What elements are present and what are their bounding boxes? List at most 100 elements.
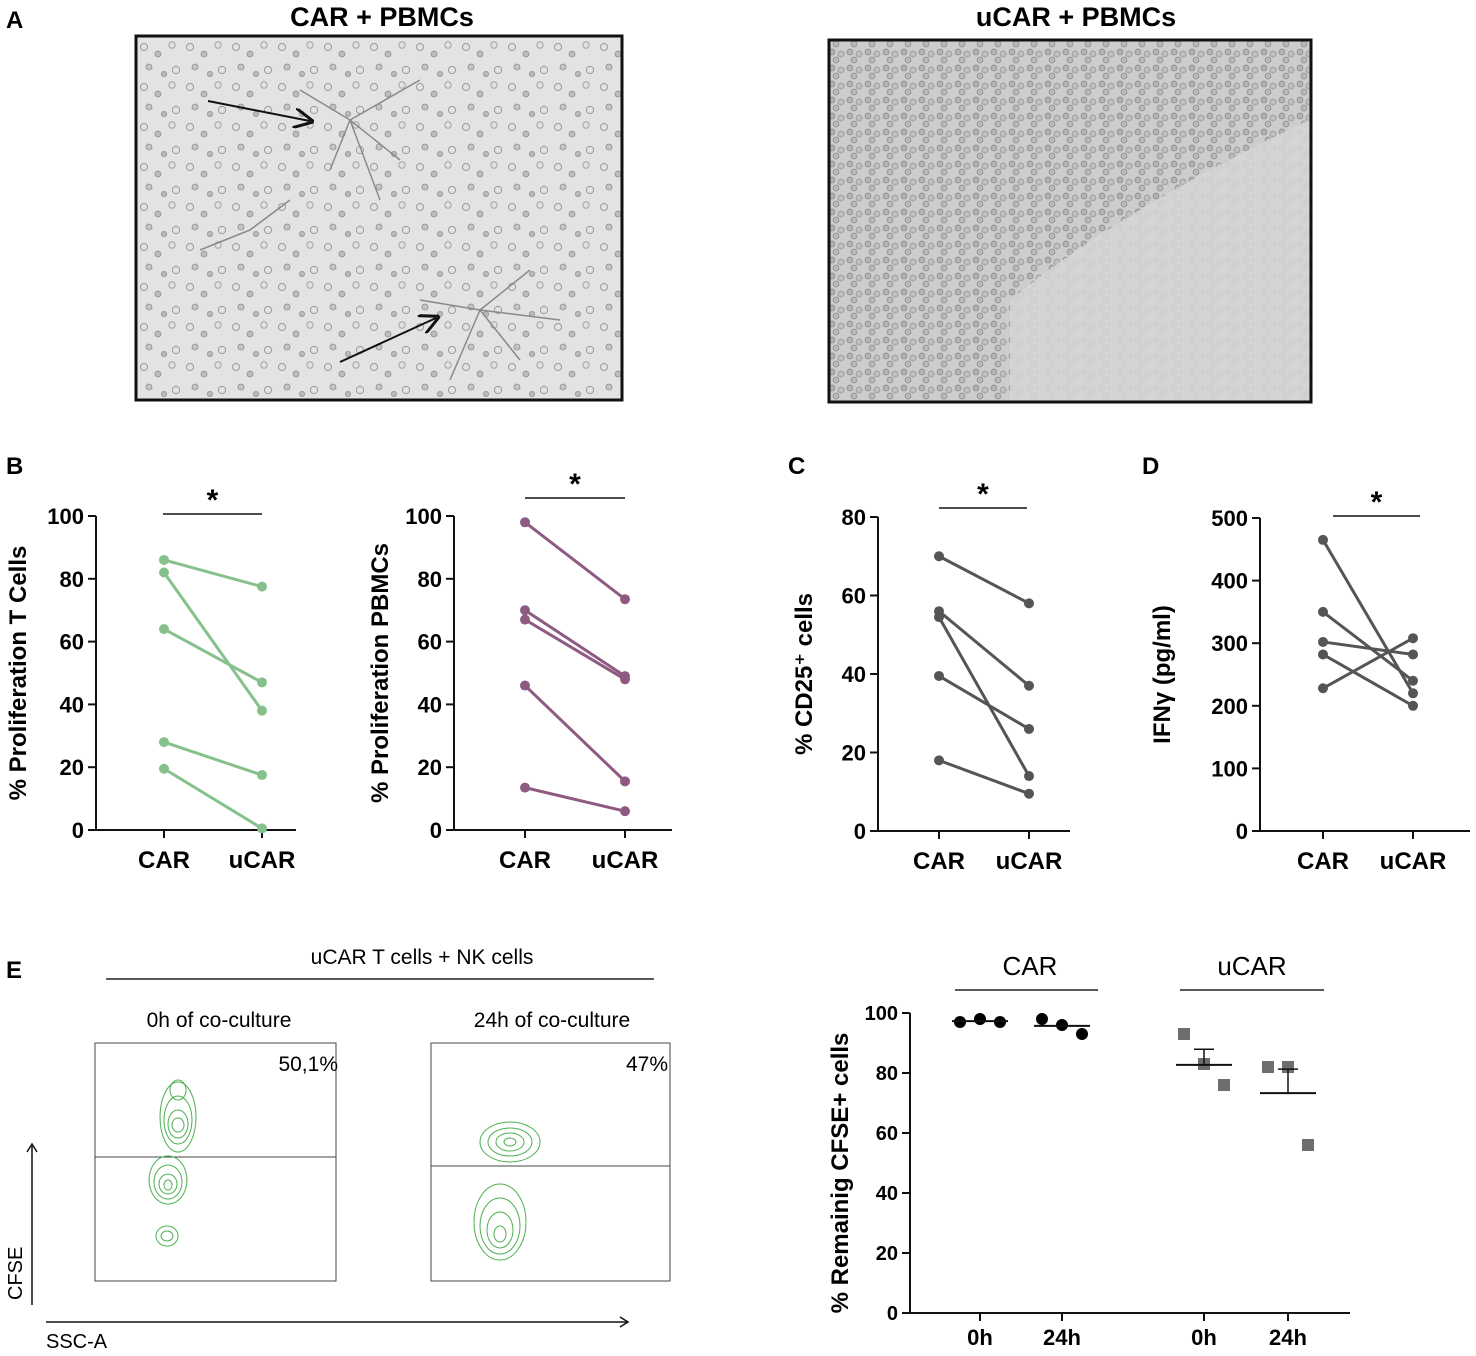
- y-tick-label: 400: [1211, 569, 1248, 594]
- data-point: [1036, 1013, 1048, 1025]
- x-tick-label: uCAR: [1380, 848, 1447, 875]
- micrograph-car-pbmcs: [134, 34, 624, 402]
- data-point: [1024, 723, 1034, 734]
- y-tick-label: 300: [1211, 631, 1248, 656]
- x-tick-label: CAR: [499, 847, 551, 874]
- y-tick-label: 60: [842, 584, 866, 609]
- y-tick-label: 0: [854, 819, 866, 844]
- y-tick-label: 100: [405, 504, 442, 529]
- y-axis-label: % Proliferation PBMCs: [367, 543, 394, 803]
- flow-x-arrowhead: [619, 1316, 630, 1328]
- data-point: [934, 670, 944, 681]
- data-point: [1024, 680, 1034, 691]
- series-line: [524, 618, 626, 681]
- x-tick-label: CAR: [1297, 848, 1349, 875]
- data-point: [620, 674, 630, 685]
- panel-letter-c: C: [788, 453, 805, 480]
- y-tick-label: 20: [876, 1243, 898, 1265]
- series-line: [938, 758, 1030, 796]
- data-point: [1024, 598, 1034, 609]
- flow-y-arrowhead: [26, 1142, 38, 1153]
- flow-pct-0h: 50,1%: [278, 1053, 338, 1076]
- data-point: [934, 755, 944, 766]
- y-axis-label: % Proliferation T Cells: [5, 546, 32, 801]
- flow-contours-0h: [148, 1079, 197, 1247]
- data-point: [257, 581, 267, 592]
- data-point: [257, 770, 267, 781]
- data-point: [257, 677, 267, 688]
- y-tick-label: 200: [1211, 694, 1248, 719]
- y-tick-label: 20: [842, 741, 866, 766]
- group-label-car: CAR: [1003, 951, 1058, 981]
- data-point: [1318, 534, 1328, 545]
- series-line: [938, 674, 1030, 731]
- data-point: [1408, 649, 1418, 660]
- flow-header: uCAR T cells + NK cells: [311, 946, 534, 969]
- flow-plot-24h: [430, 1042, 671, 1282]
- significance-star: *: [977, 478, 989, 511]
- data-point: [1024, 788, 1034, 799]
- y-tick-label: 40: [842, 662, 866, 687]
- x-tick-label: 24h: [1043, 1325, 1081, 1350]
- flow-pct-24h: 47%: [626, 1053, 668, 1076]
- data-point: [620, 594, 630, 605]
- y-tick-label: 60: [418, 630, 442, 655]
- data-point: [1024, 771, 1034, 782]
- y-tick-label: 60: [60, 630, 84, 655]
- series-line: [524, 786, 626, 813]
- y-tick-label: 0: [430, 818, 442, 843]
- data-point: [620, 806, 630, 817]
- data-point: [159, 737, 169, 748]
- data-point: [1408, 688, 1418, 699]
- series-line: [524, 521, 626, 601]
- data-point: [159, 763, 169, 774]
- y-tick-label: 500: [1211, 506, 1248, 531]
- micrograph-left-title: CAR + PBMCs: [290, 2, 474, 32]
- y-tick-label: 20: [418, 755, 442, 780]
- panel-letter-d: D: [1142, 453, 1159, 480]
- micrograph-left-clusters: [199, 79, 561, 381]
- series-line: [1322, 610, 1414, 682]
- flow-plot2-title: 24h of co-culture: [474, 1009, 630, 1032]
- flow-contours-24h: [473, 1121, 541, 1261]
- charts-layer: 0 20 40 60 80 100 CAR uCAR % Proliferation T Cel…: [5, 468, 1470, 1350]
- panel-a: CAR + PBMCs uCAR + PBMCs: [134, 2, 1313, 404]
- x-tick-label: uCAR: [592, 847, 659, 874]
- data-point: [1302, 1139, 1314, 1151]
- y-tick-label: 80: [876, 1063, 898, 1085]
- y-tick-label: 40: [60, 692, 84, 717]
- data-point: [159, 624, 169, 635]
- data-point: [1076, 1028, 1088, 1040]
- data-point: [159, 567, 169, 578]
- significance-star: *: [207, 484, 219, 517]
- y-axis-label: % CD25⁺ cells: [791, 593, 818, 755]
- flow-x-label: SSC-A: [46, 1331, 108, 1353]
- data-point: [1318, 649, 1328, 660]
- data-point: [520, 782, 530, 793]
- micrograph-right-title: uCAR + PBMCs: [976, 2, 1176, 32]
- data-point: [520, 605, 530, 616]
- significance-star: *: [569, 468, 581, 501]
- y-tick-label: 80: [60, 567, 84, 592]
- series-line: [163, 627, 263, 684]
- y-axis-label: IFNγ (pg/ml): [1149, 605, 1176, 744]
- data-point: [520, 680, 530, 691]
- series-line: [1322, 653, 1414, 708]
- data-point: [1318, 636, 1328, 647]
- data-point: [520, 517, 530, 528]
- series-line: [163, 740, 263, 777]
- y-tick-label: 40: [876, 1183, 898, 1205]
- data-point: [1408, 675, 1418, 686]
- x-tick-label: CAR: [913, 848, 965, 875]
- y-tick-label: 80: [842, 505, 866, 530]
- flow-plot1-title: 0h of co-culture: [147, 1009, 292, 1032]
- micrograph-arrow-bottom: [339, 318, 436, 363]
- y-tick-label: 100: [1211, 756, 1248, 781]
- y-tick-label: 40: [418, 692, 442, 717]
- y-tick-label: 0: [887, 1303, 898, 1325]
- data-point: [1408, 700, 1418, 711]
- series-line: [1322, 640, 1414, 656]
- data-point: [934, 551, 944, 562]
- x-tick-label: CAR: [138, 847, 190, 874]
- data-point: [257, 823, 267, 834]
